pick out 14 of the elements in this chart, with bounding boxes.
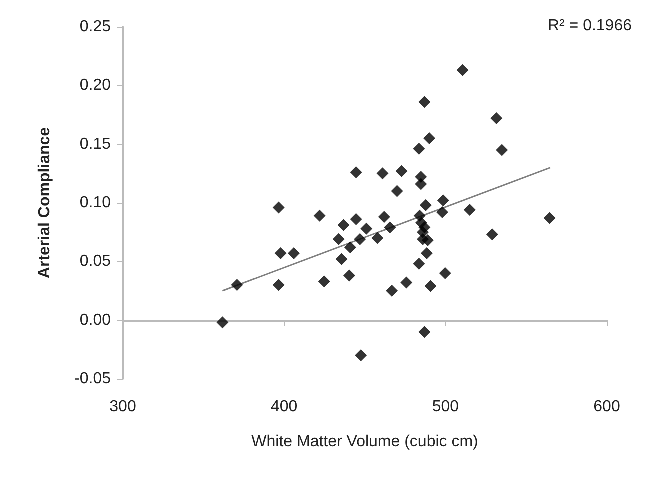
x-tick-label: 300 bbox=[110, 398, 136, 416]
y-tick-label: 0.00 bbox=[80, 312, 112, 329]
y-tick-label: 0.20 bbox=[80, 77, 112, 94]
y-tick-label: -0.05 bbox=[74, 370, 112, 388]
x-tick-label: 600 bbox=[594, 398, 620, 416]
y-tick-label: 0.05 bbox=[80, 253, 112, 270]
x-tick-label: 400 bbox=[270, 398, 298, 416]
y-tick-label: 0.15 bbox=[80, 136, 112, 153]
y-tick-label: 0.10 bbox=[80, 194, 112, 212]
x-axis-title: White Matter Volume (cubic cm) bbox=[252, 434, 478, 450]
y-tick-label: 0.25 bbox=[80, 18, 112, 36]
annotation: R² = 0.1966 bbox=[548, 18, 632, 34]
x-tick-label: 500 bbox=[432, 398, 460, 416]
y-axis-title: Arterial Compliance bbox=[36, 127, 54, 279]
